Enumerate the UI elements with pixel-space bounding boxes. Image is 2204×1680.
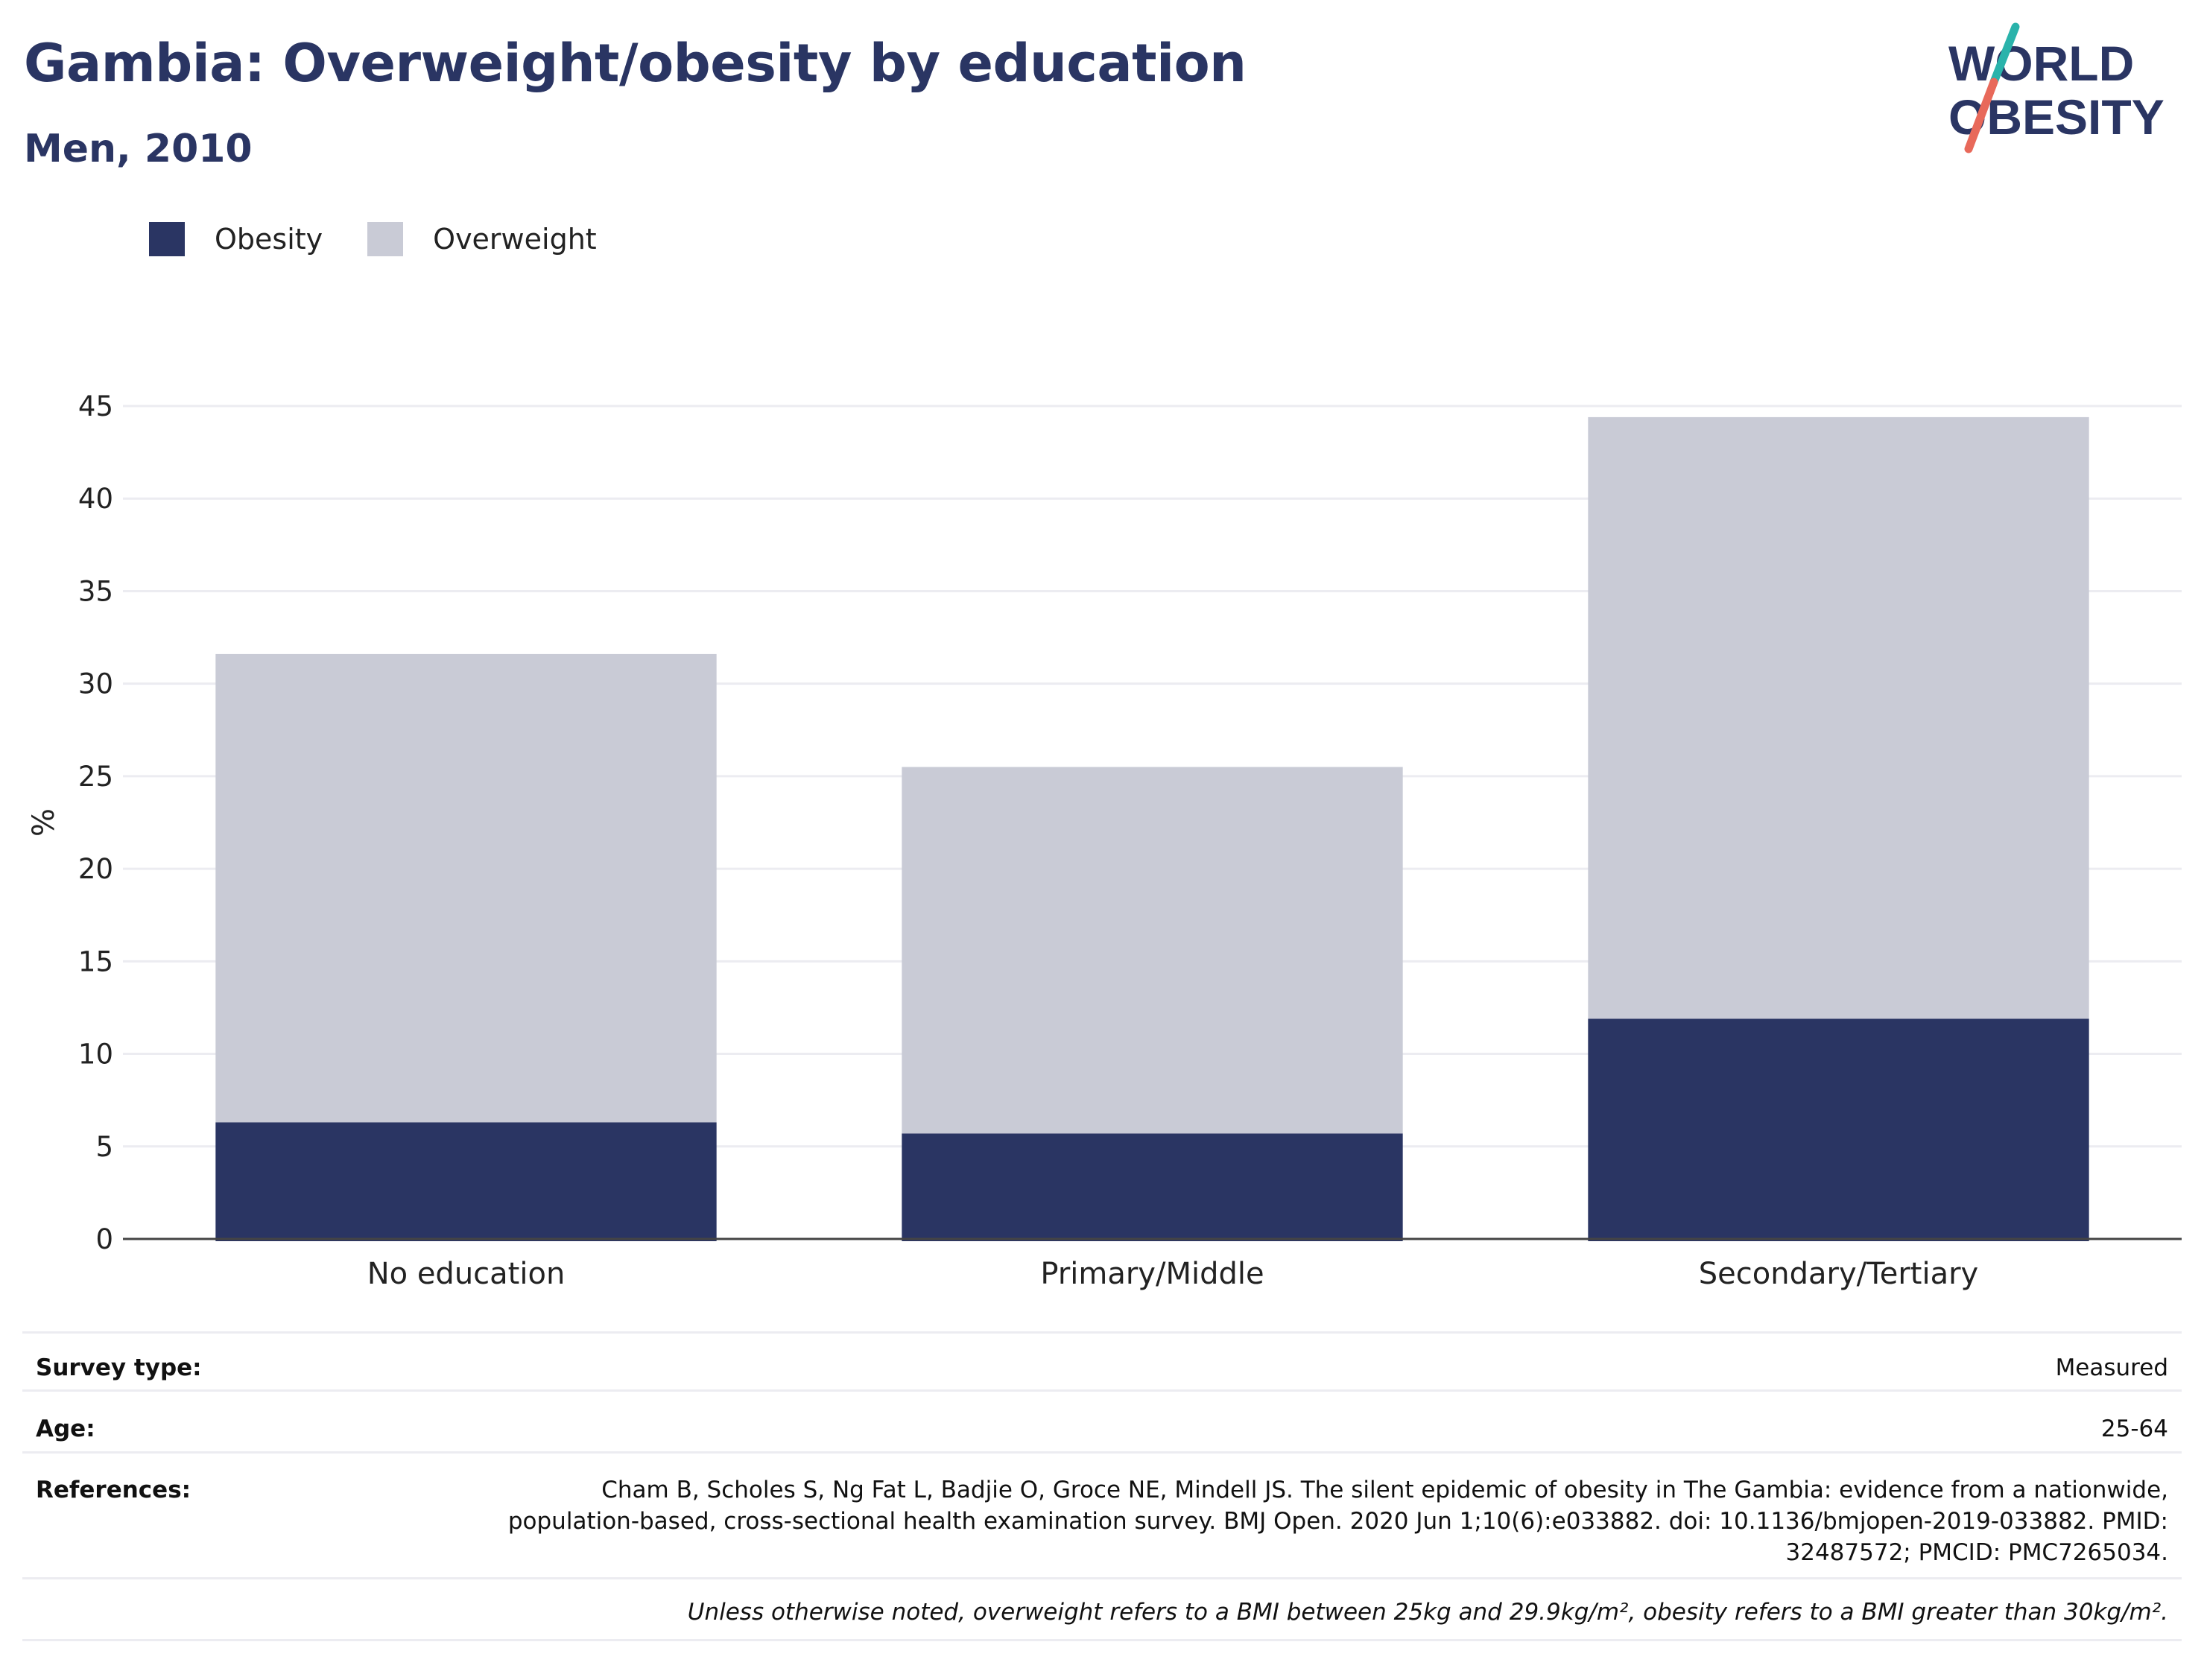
chart-title: Gambia: Overweight/obesity by education [24, 33, 1247, 94]
y-tick-label-5: 5 [95, 1131, 113, 1163]
bar-obesity-2 [902, 1133, 1403, 1241]
legend-swatch-obesity [149, 222, 185, 256]
age-value: 25-64 [2100, 1416, 2168, 1442]
y-tick-label-35: 35 [78, 575, 113, 607]
legend-label-overweight: Overweight [433, 223, 597, 256]
y-tick-label-10: 10 [78, 1039, 113, 1071]
x-tick-label-2: Primary/Middle [1040, 1257, 1264, 1291]
legend-item-obesity[interactable]: Obesity [149, 222, 323, 256]
references-value: Cham B, Scholes S, Ng Fat L, Badjie O, G… [507, 1477, 2168, 1566]
x-tick-label-1: No education [367, 1257, 566, 1291]
bar-overweight-1 [215, 653, 717, 1123]
definition-note: Unless otherwise noted, overweight refer… [687, 1599, 2168, 1626]
survey-type-value: Measured [2055, 1354, 2168, 1381]
chart-legend: Obesity Overweight [149, 222, 642, 256]
bar-obesity-1 [215, 1122, 717, 1241]
y-axis-label: % [27, 808, 61, 837]
bar-chart: 0 5 10 15 20 25 30 35 40 45% No education Primary/M… [27, 390, 2182, 1291]
logo-slash-teal [1989, 22, 2020, 86]
footer-row-references: References: Cham B, Scholes S, Ng Fat L,… [22, 1451, 2182, 1577]
y-tick-label-45: 45 [78, 390, 113, 422]
bar-obesity-3 [1588, 1018, 2089, 1241]
survey-type-label: Survey type: [36, 1354, 202, 1381]
y-tick-label-25: 25 [78, 761, 113, 793]
legend-label-obesity: Obesity [215, 223, 323, 256]
bar-overweight-2 [902, 767, 1403, 1134]
chart-subtitle: Men, 2010 [24, 127, 253, 171]
logo-word-world: WORLD [1948, 36, 2134, 91]
legend-item-overweight[interactable]: Overweight [367, 222, 597, 256]
y-tick-label-20: 20 [78, 853, 113, 885]
logo-slash-coral [1964, 77, 1998, 153]
world-obesity-logo: WORLD OBESITY [1948, 22, 2165, 153]
legend-swatch-overweight [367, 222, 404, 256]
footer-row-note: Unless otherwise noted, overweight refer… [22, 1577, 2182, 1641]
bar-overweight-3 [1588, 416, 2089, 1019]
footer-row-survey-type: Survey type: Measured [22, 1331, 2182, 1389]
y-tick-label-30: 30 [78, 668, 113, 700]
y-tick-label-40: 40 [78, 483, 113, 515]
y-tick-label-0: 0 [95, 1223, 113, 1255]
y-tick-label-15: 15 [78, 945, 113, 977]
x-tick-label-3: Secondary/Tertiary [1699, 1257, 1978, 1291]
references-label: References: [36, 1477, 191, 1503]
footer-row-age: Age: 25-64 [22, 1389, 2182, 1451]
age-label: Age: [36, 1416, 95, 1442]
chart-footer: Survey type: Measured Age: 25-64 Referen… [22, 1331, 2182, 1641]
